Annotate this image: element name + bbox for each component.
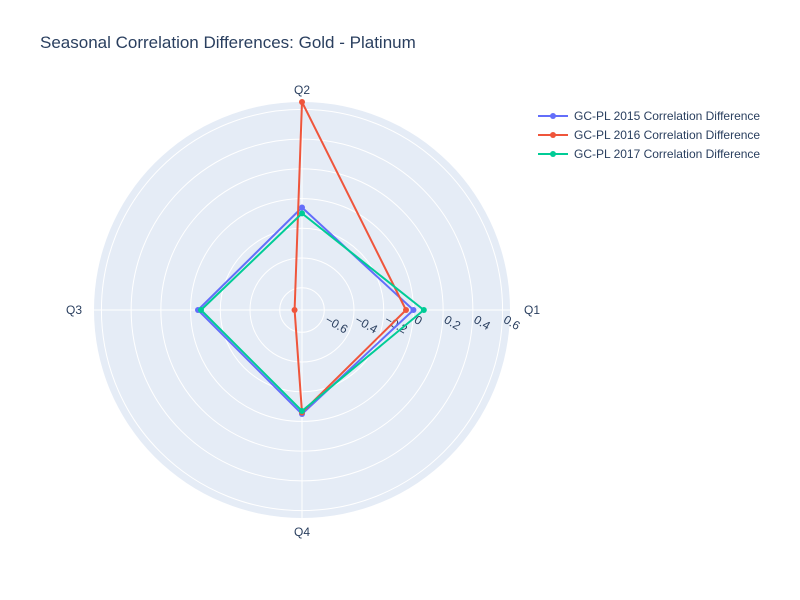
legend-label: GC-PL 2017 Correlation Difference (574, 146, 761, 161)
legend-item-1[interactable]: GC-PL 2015 Correlation Difference (538, 106, 760, 125)
angular-axis-labels: Q1 Q2 Q3 Q4 (66, 83, 540, 539)
series-3 (197, 210, 427, 415)
series-point (299, 99, 305, 105)
legend-label: GC-PL 2016 Correlation Difference (574, 127, 761, 142)
series-point (299, 408, 305, 415)
chart-title: Seasonal Correlation Differences: Gold -… (40, 33, 416, 52)
series-traces (195, 99, 427, 417)
series-point (420, 307, 427, 313)
polar-grid (94, 102, 510, 518)
series-point (403, 307, 409, 313)
legend-label: GC-PL 2015 Correlation Difference (574, 108, 761, 123)
legend: GC-PL 2015 Correlation Difference GC-PL … (538, 106, 760, 163)
series-point (291, 307, 298, 313)
angular-label-q1: Q1 (524, 303, 540, 317)
legend-item-3[interactable]: GC-PL 2017 Correlation Difference (538, 144, 760, 163)
angular-label-q4: Q4 (294, 525, 310, 539)
legend-swatch-icon (538, 112, 568, 119)
series-point (299, 210, 305, 217)
angular-label-q3: Q3 (66, 303, 82, 317)
series-point (299, 204, 305, 211)
legend-item-2[interactable]: GC-PL 2016 Correlation Difference (538, 125, 760, 144)
legend-swatch-icon (538, 150, 568, 157)
legend-swatch-icon (538, 131, 568, 138)
series-point (197, 307, 204, 313)
series-point (410, 307, 417, 313)
angular-label-q2: Q2 (294, 83, 310, 97)
